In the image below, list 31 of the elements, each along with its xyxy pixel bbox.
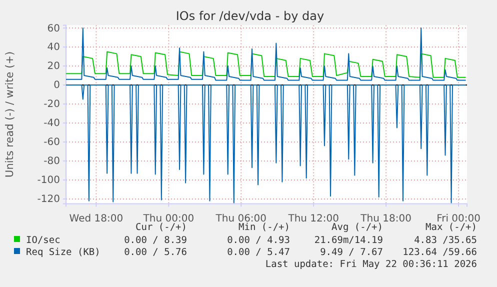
y-tick-label: -60 — [44, 137, 60, 148]
x-tick-label: Wed 18:00 — [69, 214, 124, 225]
y-tick-label: 20 — [47, 61, 60, 72]
line-series — [66, 84, 466, 204]
legend-label: Req Size (KB) — [26, 247, 100, 258]
y-axis-title: Units read (-) / write (+) — [4, 51, 16, 178]
y-tick-label: -80 — [44, 156, 60, 168]
y-tick-label: 40 — [47, 42, 60, 54]
text: Avg (-/+) — [332, 222, 383, 233]
y-tick-label: -120 — [37, 194, 60, 206]
y-tick-label: 60 — [47, 23, 60, 34]
text: 0.00 / 5.76 — [124, 247, 188, 258]
y-tick-label: -20 — [44, 99, 60, 110]
legend-label: IO/sec — [26, 235, 60, 246]
text: Min (-/+) — [238, 222, 290, 233]
line-series — [66, 28, 466, 81]
text: 123.64 /59.66 — [402, 247, 478, 258]
text: 9.49 / 7.67 — [320, 247, 383, 258]
y-tick-label: 0 — [54, 80, 60, 92]
text: Cur (-/+) — [136, 222, 187, 233]
text: Last update: Fri May 22 00:36:11 2026 — [265, 259, 478, 270]
line-series — [66, 51, 466, 78]
y-tick-label: -100 — [37, 175, 60, 186]
text: 0.00 / 5.47 — [227, 247, 290, 258]
y-tick-label: -40 — [44, 118, 60, 130]
text: 0.00 / 4.93 — [227, 235, 290, 246]
text: 4.83 /35.65 — [414, 235, 477, 246]
chart-title: IOs for /dev/vda - by day — [176, 9, 324, 23]
text: 21.69m/14.19 — [314, 235, 384, 246]
text: Max (-/+) — [426, 222, 477, 233]
text: 0.00 / 8.39 — [124, 235, 188, 246]
